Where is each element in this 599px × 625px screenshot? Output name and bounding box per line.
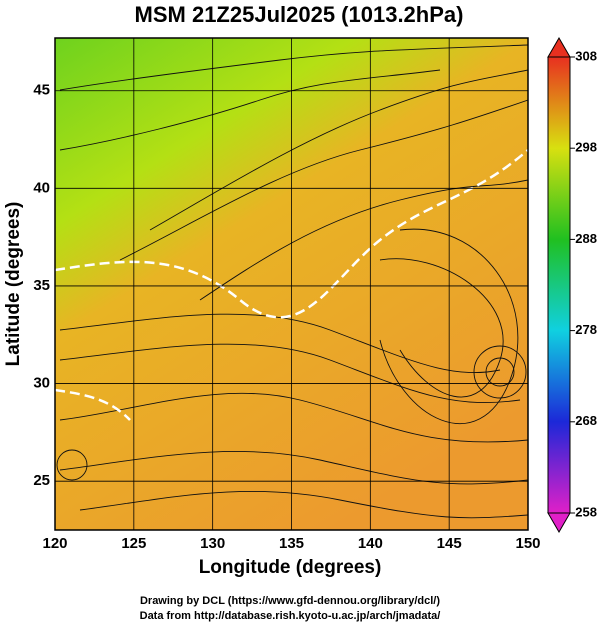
colorbar-tick-label: 268 bbox=[575, 413, 597, 428]
x-axis-label: Longitude (degrees) bbox=[199, 557, 382, 578]
y-tick-label: 45 bbox=[33, 82, 50, 99]
colorbar-tick-label: 298 bbox=[575, 140, 597, 155]
colorbar-max-arrow bbox=[547, 37, 571, 58]
y-axis-label: Latitude (degrees) bbox=[3, 202, 24, 367]
x-tick-label: 135 bbox=[279, 535, 304, 552]
y-tick-label: 30 bbox=[33, 375, 50, 392]
x-tick-label: 130 bbox=[200, 535, 225, 552]
x-tick-label: 140 bbox=[358, 535, 383, 552]
colorbar bbox=[547, 56, 571, 514]
x-tick-label: 120 bbox=[42, 535, 67, 552]
colorbar-tick-label: 308 bbox=[575, 48, 597, 63]
title: MSM 21Z25Jul2025 (1013.2hPa) bbox=[135, 2, 464, 27]
x-tick-label: 150 bbox=[515, 535, 540, 552]
y-tick-label: 25 bbox=[33, 472, 50, 489]
x-tick-label: 125 bbox=[121, 535, 146, 552]
contours bbox=[55, 149, 528, 421]
footer-line: Data from http://database.rish.kyoto-u.a… bbox=[140, 610, 441, 622]
x-tick-label: 145 bbox=[437, 535, 462, 552]
footer-line: Drawing by DCL (https://www.gfd-dennou.o… bbox=[140, 595, 440, 607]
streamlines bbox=[56, 44, 528, 519]
colorbar-tick-label: 258 bbox=[575, 504, 597, 519]
colorbar-min-arrow bbox=[547, 512, 571, 533]
y-tick-label: 35 bbox=[33, 277, 50, 294]
colorbar-tick-label: 288 bbox=[575, 231, 597, 246]
colorbar-tick-label: 278 bbox=[575, 322, 597, 337]
y-tick-label: 40 bbox=[33, 179, 50, 196]
